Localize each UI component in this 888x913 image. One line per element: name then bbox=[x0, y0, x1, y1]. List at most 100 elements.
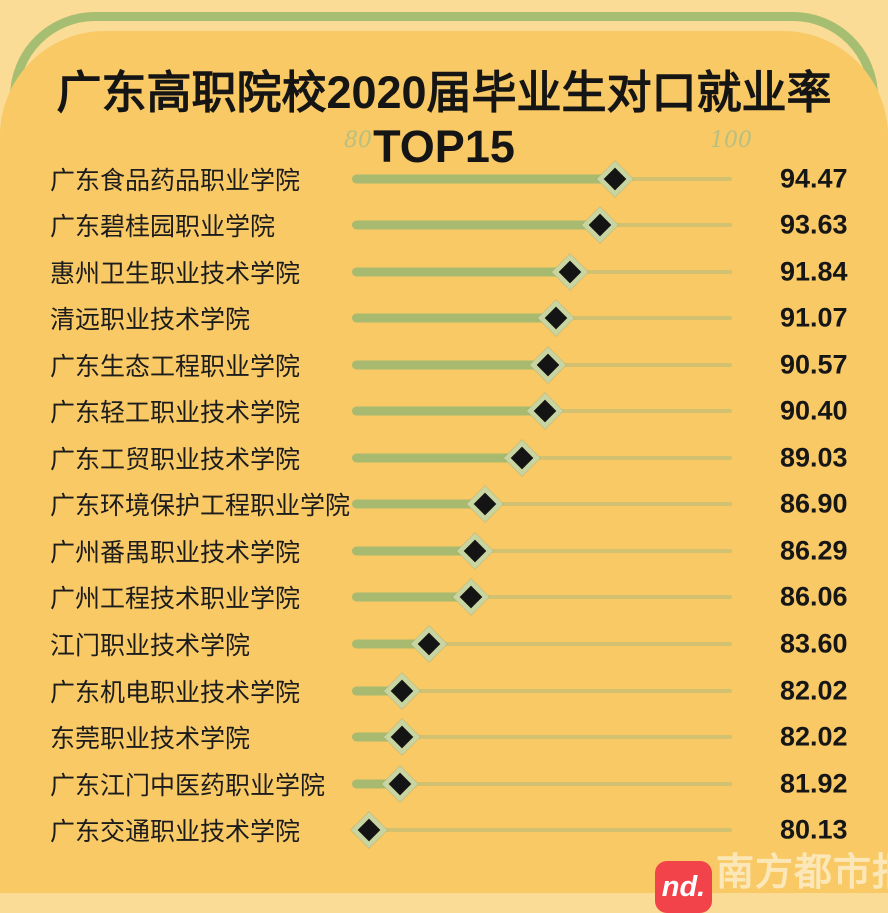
axis-tick-80: 80 bbox=[344, 128, 372, 153]
school-name: 东莞职业技术学院 bbox=[50, 725, 251, 754]
track-line bbox=[352, 735, 732, 740]
chart-row: 广州工程技术职业学院 86.06 bbox=[0, 574, 888, 621]
diamond-marker bbox=[551, 253, 589, 290]
value-label: 91.84 bbox=[780, 256, 848, 287]
diamond-marker bbox=[383, 718, 421, 756]
school-name: 广东碧桂园职业学院 bbox=[50, 213, 276, 242]
track-fill bbox=[352, 639, 429, 649]
diamond-marker bbox=[410, 625, 448, 663]
track-fill bbox=[352, 313, 557, 323]
chart-row: 广东碧桂园职业学院 93.63 bbox=[0, 202, 888, 249]
diamond-marker bbox=[526, 392, 564, 430]
school-name: 广东生态工程职业学院 bbox=[50, 352, 301, 381]
value-label: 81.92 bbox=[780, 768, 848, 799]
school-name: 广州番禺职业技术学院 bbox=[50, 538, 301, 567]
row-track bbox=[352, 481, 732, 528]
track-line bbox=[352, 455, 732, 460]
school-name: 广东机电职业技术学院 bbox=[50, 678, 301, 707]
value-label: 90.57 bbox=[780, 349, 848, 380]
diamond-marker bbox=[466, 485, 504, 523]
chart-row: 广东生态工程职业学院 90.57 bbox=[0, 341, 888, 388]
nd-logo-text: nd. bbox=[661, 870, 706, 903]
diamond-marker bbox=[503, 439, 540, 477]
track-fill bbox=[352, 686, 402, 696]
nd-logo: nd. bbox=[655, 861, 712, 913]
axis-tick-100: 100 bbox=[710, 128, 752, 153]
row-track bbox=[352, 295, 732, 342]
track-fill bbox=[352, 220, 601, 230]
school-name: 江门职业技术学院 bbox=[50, 632, 251, 660]
row-track bbox=[352, 248, 732, 295]
row-track bbox=[352, 155, 732, 202]
track-line bbox=[352, 781, 732, 786]
brand-watermark: 南方都市报 bbox=[716, 852, 888, 894]
row-track bbox=[352, 621, 732, 668]
chart-row: 广东食品药品职业学院 94.47 bbox=[0, 155, 888, 202]
chart-rows: 广东食品药品职业学院 94.47 广东碧桂园职业学院 93.63 惠州卫生职业技… bbox=[0, 155, 888, 854]
row-track bbox=[351, 807, 732, 854]
school-name: 广东江门中医药职业学院 bbox=[50, 771, 326, 800]
infographic: 广东高职院校2020届毕业生对口就业率TOP15 80 100 广东食品药品职业… bbox=[0, 12, 888, 913]
diamond-marker bbox=[383, 672, 421, 709]
value-label: 91.07 bbox=[780, 302, 848, 333]
diamond-marker bbox=[538, 299, 575, 337]
row-track bbox=[352, 714, 732, 761]
value-label: 86.06 bbox=[780, 581, 848, 612]
track-fill bbox=[352, 779, 401, 789]
track-fill bbox=[352, 174, 615, 183]
track-fill bbox=[352, 406, 546, 416]
page-title: 广东高职院校2020届毕业生对口就业率TOP15 bbox=[56, 67, 832, 172]
track-fill bbox=[352, 592, 471, 602]
diamond-marker bbox=[452, 579, 490, 616]
chart-row: 广东环境保护工程职业学院 86.90 bbox=[0, 481, 888, 528]
chart-row: 广东工贸职业技术学院 89.03 bbox=[0, 434, 888, 481]
diamond-marker bbox=[581, 206, 619, 244]
diamond-marker bbox=[456, 532, 494, 570]
chart-row: 广东江门中医药职业学院 81.92 bbox=[0, 760, 888, 807]
track-line bbox=[352, 548, 732, 553]
value-label: 86.90 bbox=[780, 488, 848, 519]
value-label: 94.47 bbox=[780, 163, 848, 193]
diamond-marker bbox=[381, 765, 419, 803]
track-fill bbox=[352, 453, 522, 463]
diamond-marker bbox=[351, 811, 388, 849]
chart-row: 东莞职业技术学院 82.02 bbox=[0, 714, 888, 761]
track-line bbox=[352, 595, 732, 600]
chart-row: 广州番禺职业技术学院 86.29 bbox=[0, 527, 888, 574]
value-label: 82.02 bbox=[780, 721, 848, 752]
track-fill bbox=[352, 360, 548, 370]
school-name: 惠州卫生职业技术学院 bbox=[50, 259, 301, 288]
school-name: 广东工贸职业技术学院 bbox=[50, 445, 301, 474]
row-track bbox=[352, 527, 732, 574]
value-label: 80.13 bbox=[780, 814, 848, 845]
value-label: 86.29 bbox=[780, 535, 848, 566]
track-line bbox=[352, 502, 732, 507]
track-line bbox=[352, 828, 732, 833]
school-name: 清远职业技术学院 bbox=[50, 306, 251, 335]
row-track bbox=[352, 574, 732, 621]
school-name: 广东轻工职业技术学院 bbox=[50, 399, 301, 428]
track-fill bbox=[352, 546, 475, 556]
track-fill bbox=[352, 499, 486, 509]
value-label: 93.63 bbox=[780, 209, 848, 240]
row-track bbox=[352, 434, 732, 481]
track-fill bbox=[352, 267, 570, 277]
chart-row: 广东机电职业技术学院 82.02 bbox=[0, 667, 888, 714]
value-label: 90.40 bbox=[780, 395, 848, 426]
row-track bbox=[352, 667, 732, 714]
value-label: 89.03 bbox=[780, 442, 848, 473]
chart-row: 广东轻工职业技术学院 90.40 bbox=[0, 388, 888, 435]
chart-row: 江门职业技术学院 83.60 bbox=[0, 621, 888, 668]
track-line bbox=[352, 642, 732, 646]
value-label: 82.02 bbox=[780, 675, 848, 706]
chart-row: 惠州卫生职业技术学院 91.84 bbox=[0, 248, 888, 295]
school-name: 广东交通职业技术学院 bbox=[50, 818, 301, 847]
school-name: 广东环境保护工程职业学院 bbox=[50, 492, 351, 521]
track-line bbox=[352, 688, 732, 693]
school-name: 广东食品药品职业学院 bbox=[50, 166, 301, 195]
row-track bbox=[352, 388, 732, 435]
chart-row: 清远职业技术学院 91.07 bbox=[0, 295, 888, 342]
row-track bbox=[352, 760, 732, 807]
diamond-marker bbox=[529, 346, 567, 384]
row-track bbox=[352, 202, 732, 249]
